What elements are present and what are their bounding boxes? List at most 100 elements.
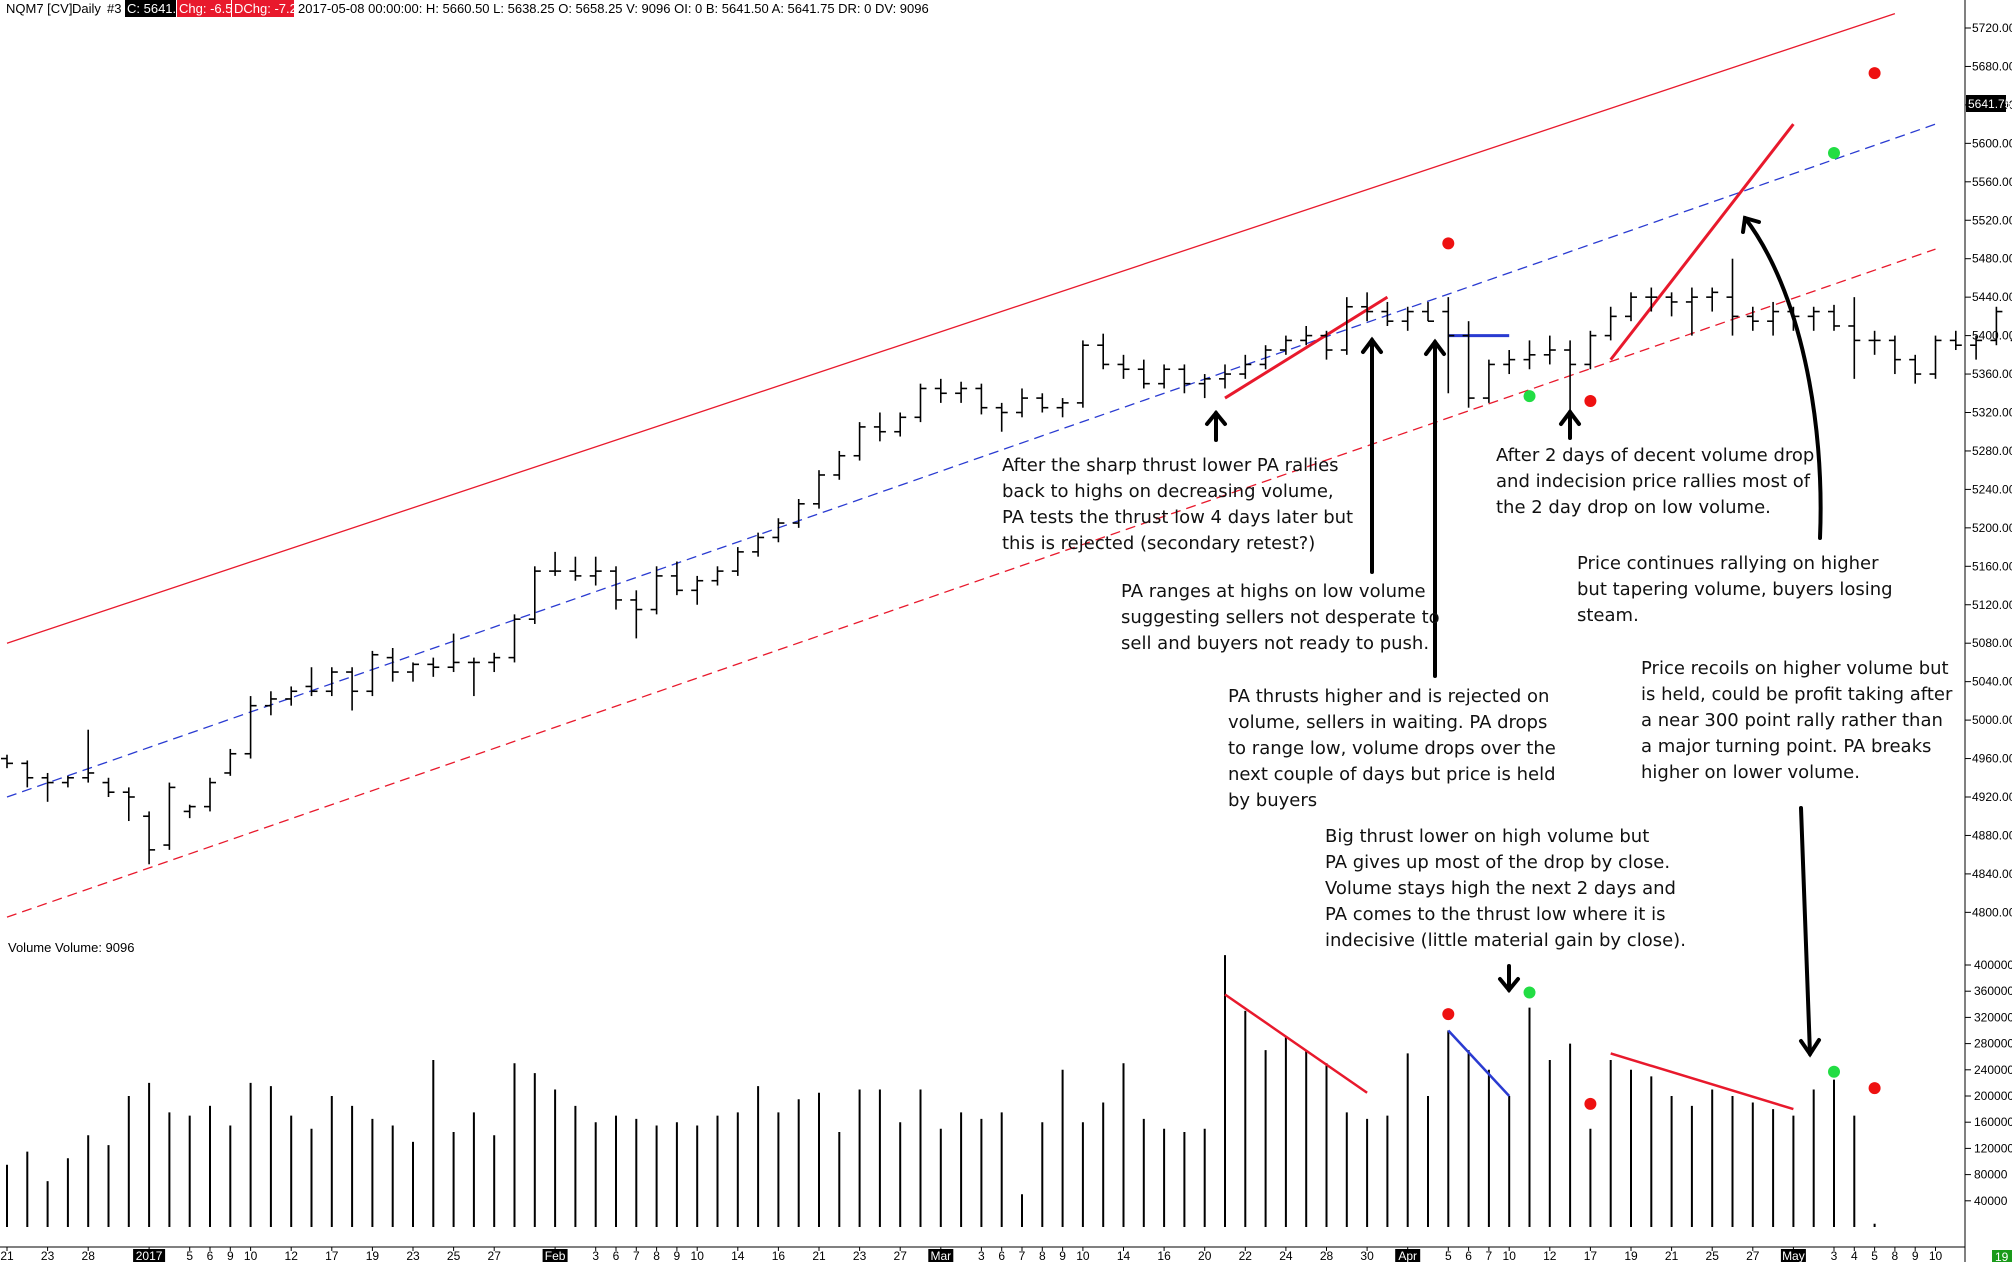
annotation-1: After the sharp thrust lower PA rallies b… — [1002, 455, 1353, 554]
ohlc-bar — [244, 696, 257, 759]
time-axis-label: 27 — [488, 1249, 502, 1262]
ohlc-bar — [102, 777, 115, 797]
annotation-line: steam. — [1577, 605, 1639, 626]
annotation-line: Big thrust lower on high volume but — [1325, 826, 1649, 847]
ohlc-bar — [975, 383, 988, 415]
annotation-line: After 2 days of decent volume drop — [1496, 445, 1814, 466]
volume-axis: 400000 360000 320000 280000 240000 200000 1600… — [1965, 958, 2012, 1208]
time-axis-label: 16 — [1157, 1249, 1171, 1262]
ohlc-bar — [995, 402, 1008, 432]
ohlc-bar — [670, 561, 683, 596]
ohlc-bar — [1422, 301, 1434, 322]
time-axis-label: 12 — [1543, 1249, 1557, 1262]
ohlc-bar — [1097, 333, 1110, 370]
time-axis-label: 10 — [1929, 1249, 1943, 1262]
time-axis-box — [1395, 1249, 1421, 1262]
time-axis-box — [133, 1249, 166, 1262]
ohlc-bar — [1543, 335, 1556, 365]
last-price-box — [1966, 95, 2006, 112]
annotation-line: this is rejected (secondary retest?) — [1002, 533, 1315, 554]
ohlc-bar — [1381, 301, 1394, 326]
price-axis-label: 5240.00 — [1972, 482, 2012, 496]
price-axis-label: 5080.00 — [1972, 636, 2012, 650]
ohlc-bar — [1158, 364, 1171, 389]
time-axis-label: 22 — [1239, 1249, 1253, 1262]
arrow-4 — [1498, 964, 1520, 994]
header-chg-box — [177, 0, 231, 17]
time-axis-label: 17 — [1584, 1249, 1598, 1262]
price-axis-label: 5720.00 — [1972, 21, 2012, 35]
volume-axis-label: 320000 — [1974, 1010, 2012, 1024]
arrow-3 — [1424, 338, 1446, 678]
header-close-box — [125, 0, 176, 17]
price-axis-label: 5600.00 — [1972, 136, 2012, 150]
price-axis-label: 5360.00 — [1972, 367, 2012, 381]
volume-axis-label: 280000 — [1974, 1037, 2012, 1051]
ohlc-bar — [833, 450, 846, 480]
volume-trend-line — [1447, 1029, 1511, 1097]
ohlc-bar — [1442, 297, 1455, 394]
ohlc-bar — [691, 575, 704, 605]
ohlc-bar — [772, 518, 785, 543]
ohlc-bar — [1706, 287, 1719, 312]
ohlc-bar — [1970, 335, 1983, 360]
annotation-line: and indecision price rallies most of — [1496, 471, 1811, 492]
time-axis-label: 16 — [772, 1249, 786, 1262]
ohlc-bar — [122, 787, 135, 822]
volume-signal-dot — [1523, 986, 1536, 999]
header-close: C: 5641.75 — [127, 1, 191, 16]
volume-signal-dot — [1868, 1082, 1881, 1095]
time-axis-label: 23 — [853, 1249, 867, 1262]
annotation-line: PA gives up most of the drop by close. — [1325, 852, 1670, 873]
price-signal-dot — [1584, 394, 1597, 407]
annotation-line: PA tests the thrust low 4 days later but — [1002, 507, 1353, 528]
ohlc-bar — [528, 566, 541, 624]
volume-axis-label: 360000 — [1974, 984, 2012, 998]
ohlc-bar — [386, 648, 399, 682]
volume-signal-dot — [1584, 1097, 1597, 1110]
annotation-4: Big thrust lower on high volume but PA gi… — [1325, 826, 1686, 951]
price-axis-label: 5280.00 — [1972, 444, 2012, 458]
time-axis-label: 19 — [366, 1249, 380, 1262]
price-axis-label: 5400.00 — [1972, 329, 2012, 343]
time-axis-label: 23 — [41, 1249, 55, 1262]
volume-markers — [1442, 986, 1881, 1110]
time-axis-label: 5 — [1445, 1249, 1452, 1262]
price-axis-label: 5000.00 — [1972, 713, 2012, 727]
price-axis-label: 4840.00 — [1972, 867, 2012, 881]
price-axis-label: 5200.00 — [1972, 521, 2012, 535]
ohlc-bar — [853, 422, 866, 461]
ohlc-bar — [873, 412, 886, 442]
time-axis-label: May — [1782, 1249, 1805, 1262]
ohlc-bar — [1178, 364, 1191, 394]
time-axis-label: 3 — [592, 1249, 599, 1262]
annotation-line: indecisive (little material gain by clos… — [1325, 930, 1686, 951]
time-axis-label: 9 — [227, 1249, 234, 1262]
ohlc-bar — [366, 650, 379, 697]
time-axis-box — [1780, 1249, 1806, 1262]
time-axis-label: 25 — [447, 1249, 461, 1262]
annotation-line: PA ranges at highs on low volume — [1121, 581, 1426, 602]
volume-trend-lines — [1224, 993, 1794, 1111]
time-axis-label: 4 — [1851, 1249, 1858, 1262]
price-axis: 5720.005680.005640.005600.005560.005520.… — [1965, 21, 2012, 919]
ohlc-bar — [407, 662, 419, 682]
ohlc-bar — [41, 772, 54, 802]
corner-box-text: 19 — [1995, 1250, 2009, 1262]
annotation-line: a major turning point. PA breaks — [1641, 736, 1931, 757]
price-axis-label: 5440.00 — [1972, 290, 2012, 304]
time-axis-label: 6 — [207, 1249, 214, 1262]
time-axis-label: 9 — [1059, 1249, 1066, 1262]
time-axis-label: 2017 — [136, 1249, 163, 1262]
annotation-line: volume, sellers in waiting. PA drops — [1228, 712, 1547, 733]
channel-mid-line — [6, 123, 1936, 798]
ohlc-bar — [752, 532, 765, 557]
price-signal-dot — [1523, 390, 1536, 403]
annotation-line: next couple of days but price is held — [1228, 764, 1556, 785]
time-axis-label: 27 — [894, 1249, 908, 1262]
annotation-line: is held, could be profit taking after — [1641, 684, 1953, 705]
ohlc-bar — [792, 499, 805, 528]
arrow-1 — [1205, 409, 1227, 442]
volume-signal-dot — [1442, 1008, 1455, 1021]
